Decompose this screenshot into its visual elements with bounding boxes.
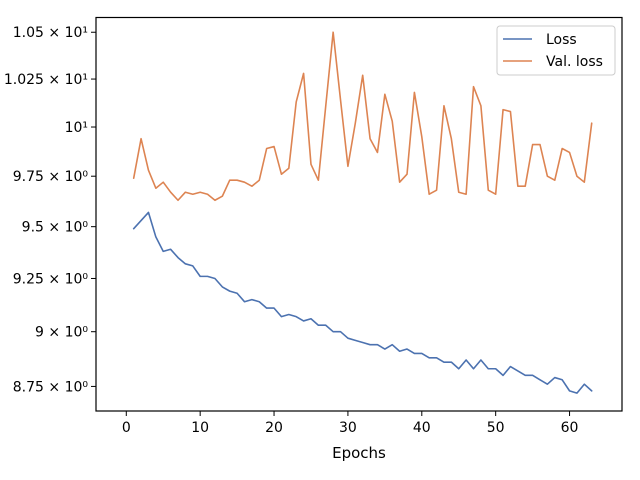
x-tick-label: 0: [122, 420, 131, 436]
y-tick-label: 9.5 × 10⁰: [22, 220, 89, 236]
x-tick-label: 40: [413, 420, 431, 436]
x-axis-ticks: 0 10 20 30 40 50 60: [122, 411, 579, 436]
x-axis-label: Epochs: [332, 444, 386, 462]
x-tick-label: 20: [265, 420, 283, 436]
x-tick-label: 60: [561, 420, 579, 436]
y-tick-label: 9 × 10⁰: [35, 325, 88, 341]
x-tick-label: 50: [487, 420, 505, 436]
series-line-val-loss: [132, 31, 593, 202]
y-tick-label: 9.75 × 10⁰: [13, 169, 89, 185]
axes-frame: [95, 16, 623, 412]
plot-area: 0 10 20 30 40 50 60 8.75 × 10⁰ 9 × 10⁰ 9.25 × 10…: [4, 16, 623, 436]
legend-label-loss: Loss: [546, 32, 577, 48]
x-tick-label: 30: [339, 420, 357, 436]
y-tick-label: 1.05 × 10¹: [13, 25, 88, 41]
y-tick-label: 8.75 × 10⁰: [13, 379, 89, 395]
series-layer: [132, 31, 593, 394]
series-line-loss: [132, 211, 593, 394]
legend-label-val-loss: Val. loss: [546, 54, 603, 70]
y-tick-label: 10¹: [65, 120, 88, 136]
axes-background: [96, 17, 622, 411]
y-tick-label: 9.25 × 10⁰: [13, 271, 89, 287]
x-tick-label: 10: [191, 420, 209, 436]
y-axis-ticks: 8.75 × 10⁰ 9 × 10⁰ 9.25 × 10⁰ 9.5 × 10⁰ 9.75…: [4, 25, 96, 395]
y-tick-label: 1.025 × 10¹: [4, 72, 88, 88]
legend: Loss Val. loss: [496, 25, 616, 76]
